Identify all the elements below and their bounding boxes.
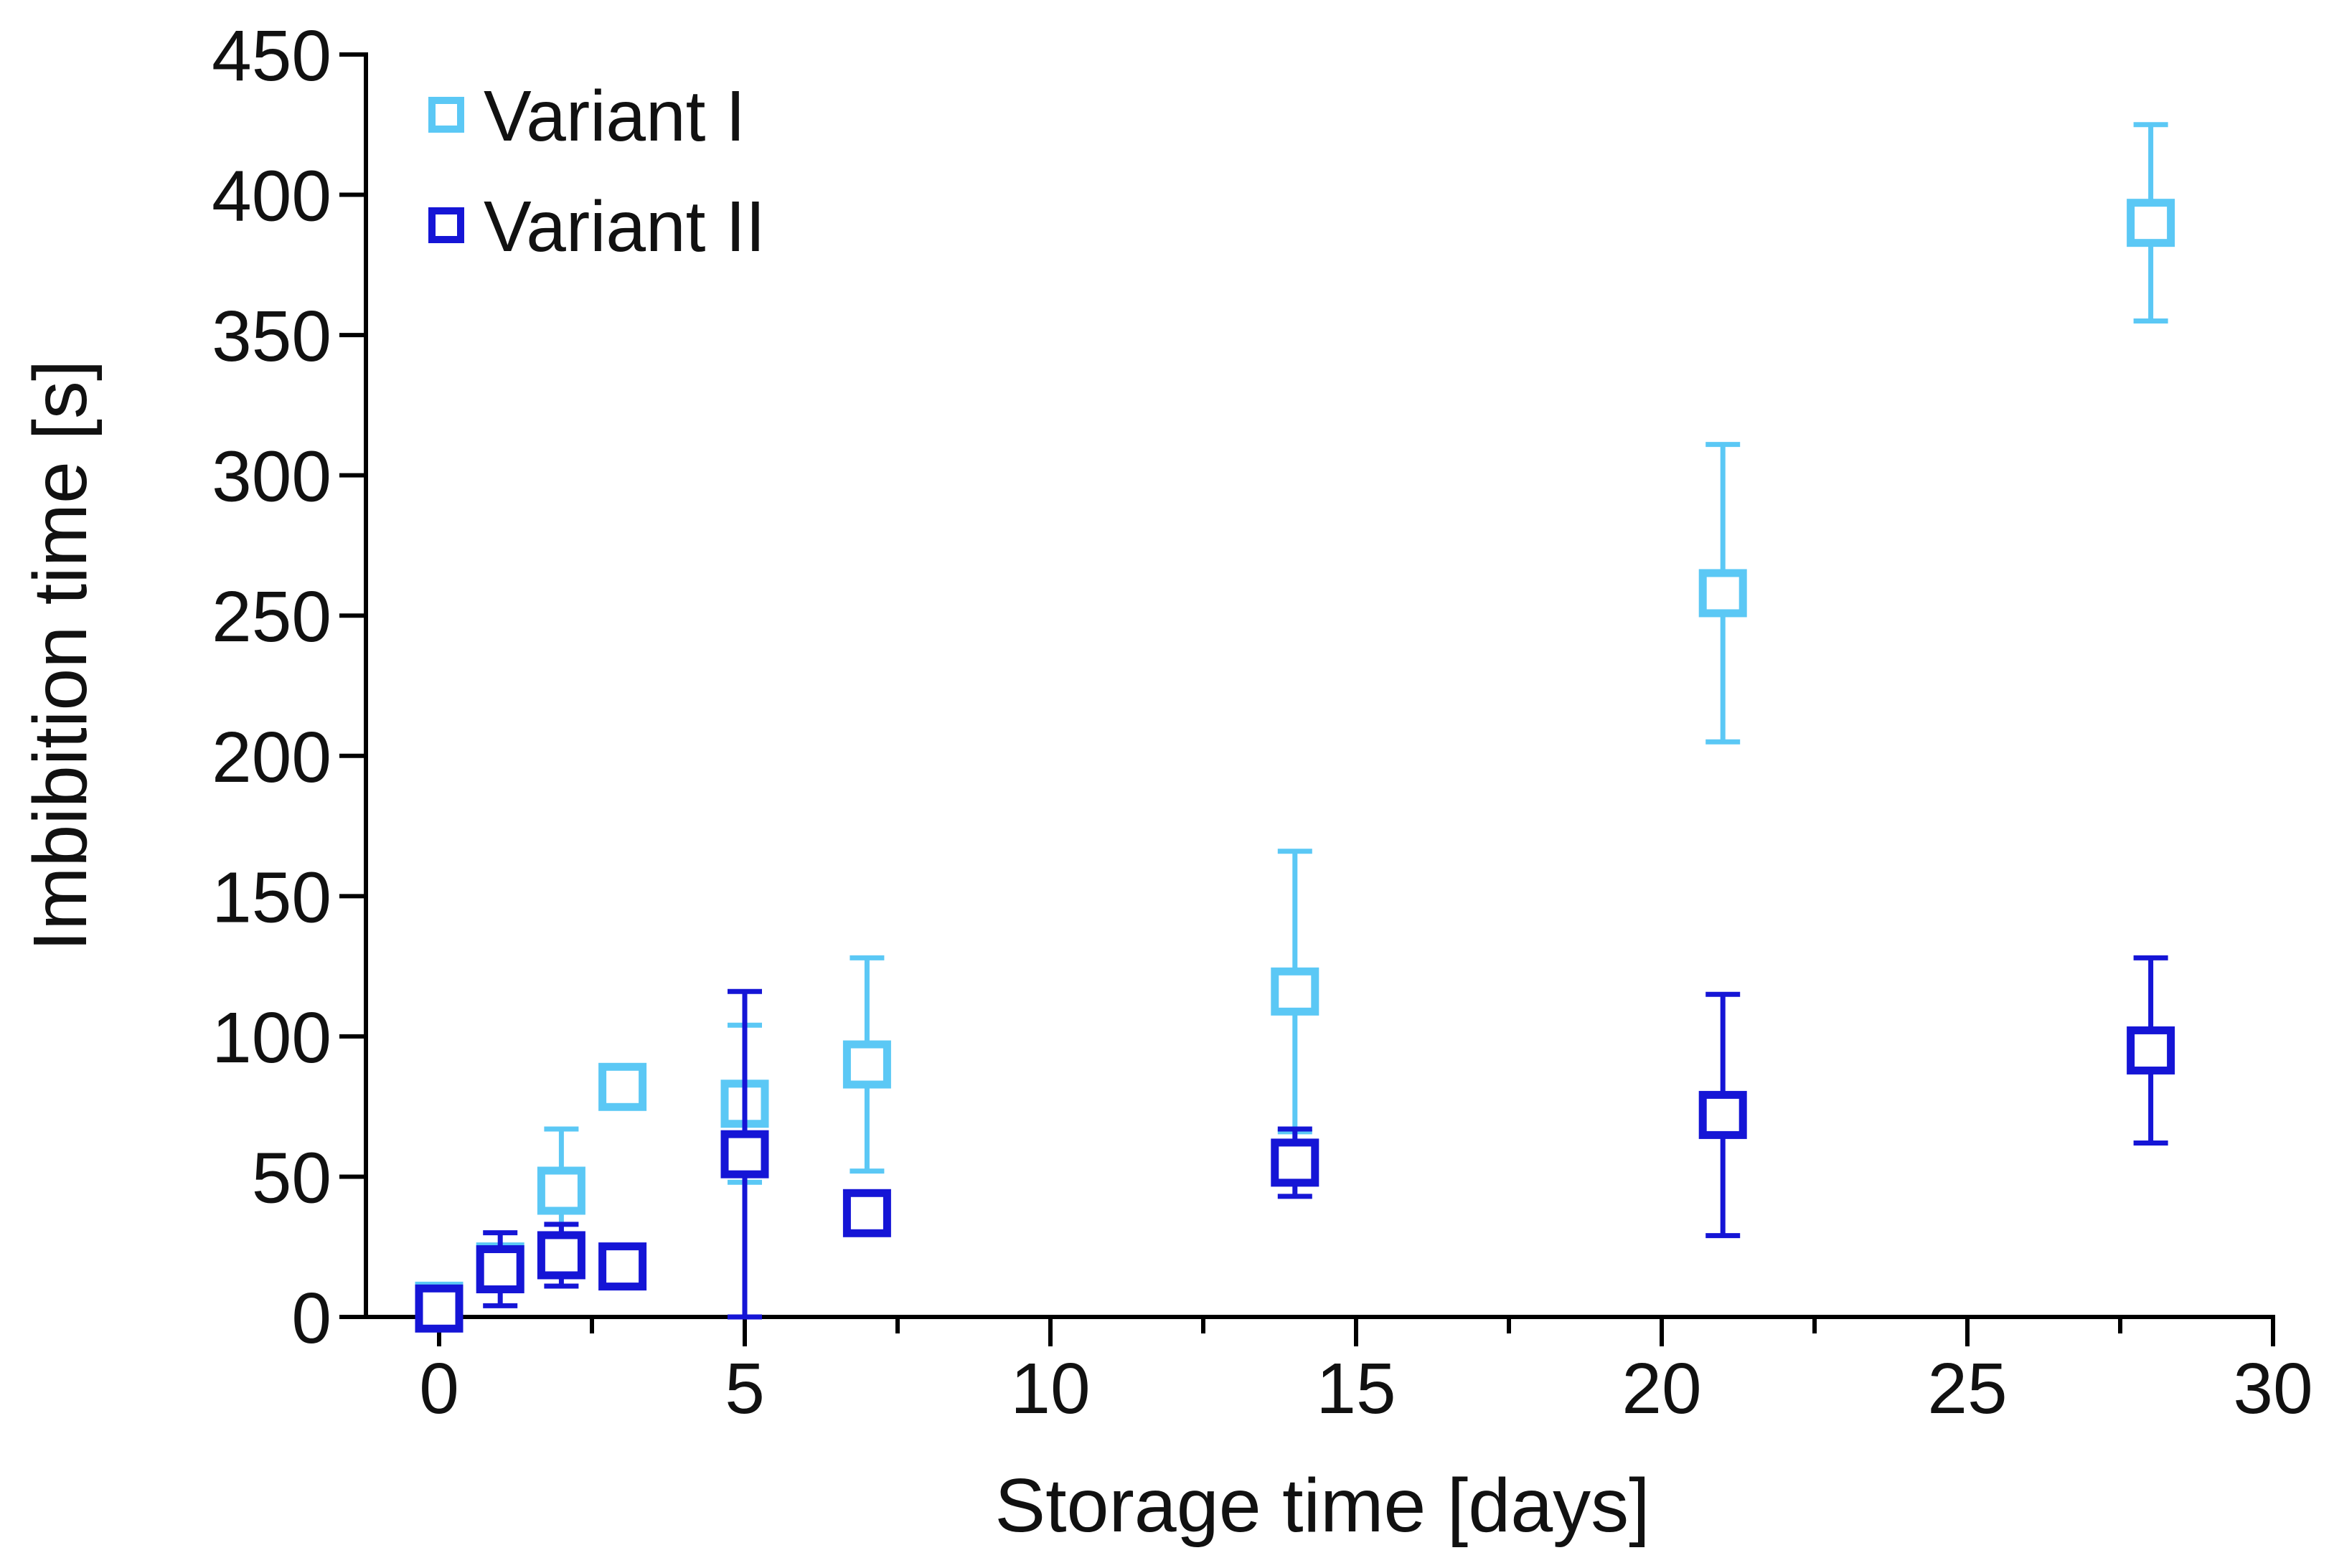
data-point <box>1698 1090 1747 1139</box>
legend: Variant I Variant II <box>428 76 766 267</box>
data-point <box>1271 1138 1319 1187</box>
data-point <box>598 1062 647 1111</box>
series-2 <box>415 955 2175 1333</box>
data-point <box>2127 199 2175 247</box>
x-tick-label: 25 <box>1927 1349 2007 1429</box>
x-tick-label: 10 <box>1010 1349 1090 1429</box>
y-tick-label: 100 <box>212 998 331 1078</box>
axes <box>364 52 2275 1319</box>
y-axis-title: Imbibition time [s] <box>18 360 103 952</box>
x-tick-label: 0 <box>419 1349 459 1429</box>
y-tick-label: 200 <box>212 717 331 798</box>
data-point <box>1271 967 1319 1016</box>
data-point <box>842 1189 891 1237</box>
ticks: 0 50 100 150 200 250 300 350 400 450 0 5 10 15 20 25 30 <box>212 16 2312 1429</box>
y-tick-label: 250 <box>212 577 331 657</box>
data-point <box>415 1284 464 1333</box>
y-tick-label: 50 <box>252 1138 331 1218</box>
y-tick-label: 0 <box>291 1278 331 1359</box>
x-axis-title: Storage time [days] <box>994 1463 1650 1548</box>
y-tick-label: 400 <box>212 156 331 237</box>
x-tick-label: 30 <box>2233 1349 2312 1429</box>
y-tick-label: 450 <box>212 16 331 96</box>
data-point <box>2127 1026 2175 1075</box>
legend-label: Variant I <box>484 76 745 156</box>
x-tick-label: 5 <box>725 1349 765 1429</box>
legend-label: Variant II <box>484 186 766 267</box>
data-point <box>598 1242 647 1291</box>
data-point <box>842 1040 891 1089</box>
legend-marker <box>428 97 464 133</box>
x-tick-label: 15 <box>1316 1349 1396 1429</box>
x-tick-label: 20 <box>1622 1349 1701 1429</box>
data-point <box>476 1245 524 1294</box>
y-tick-label: 350 <box>212 296 331 377</box>
legend-marker <box>428 207 464 243</box>
data-point <box>720 1130 769 1179</box>
data-point <box>537 1231 585 1280</box>
data-series <box>415 122 2175 1333</box>
y-tick-label: 150 <box>212 857 331 938</box>
data-point <box>1698 569 1747 618</box>
data-point <box>537 1166 585 1215</box>
y-tick-label: 300 <box>212 437 331 517</box>
